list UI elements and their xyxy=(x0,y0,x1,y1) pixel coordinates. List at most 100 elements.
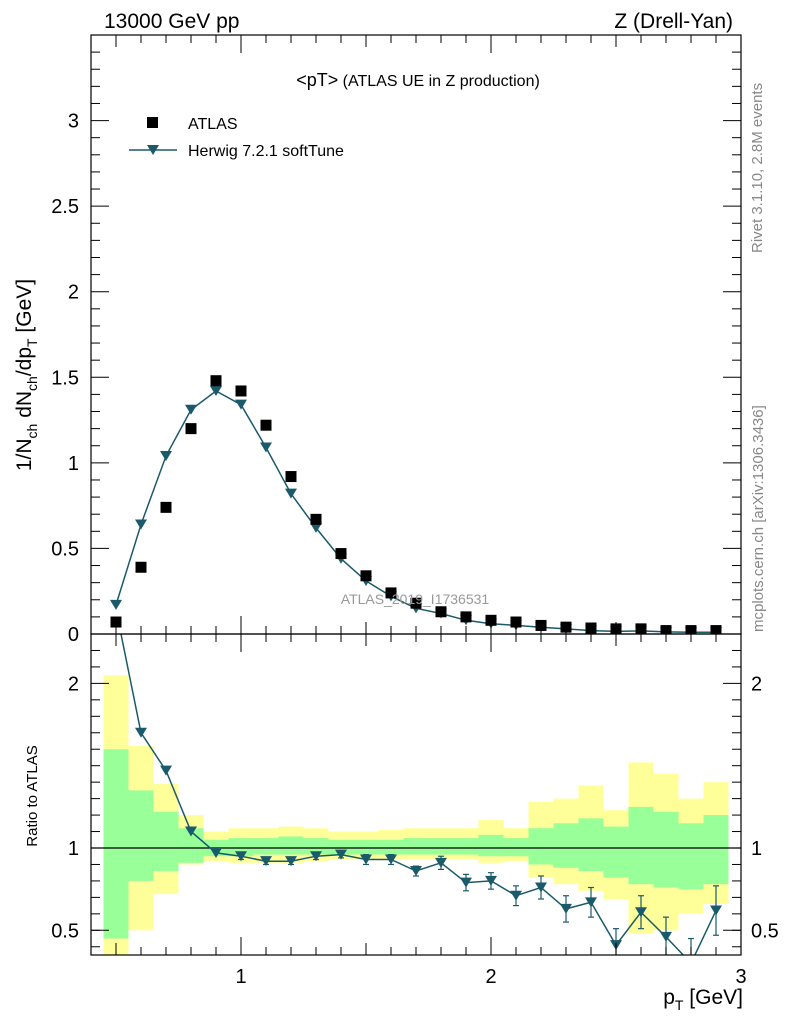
ylabel-part-6: [GeV] xyxy=(13,279,36,339)
uncertainty-band-inner xyxy=(428,838,454,855)
title-sub: (ATLAS UE in Z production) xyxy=(338,73,540,90)
ratio-y-tick-label: 1 xyxy=(68,838,79,860)
mc-point xyxy=(160,451,172,462)
atlas-data-point xyxy=(410,597,422,609)
legend-marker-mc xyxy=(147,145,159,155)
atlas-data-point xyxy=(285,471,297,483)
ratio-mc-point xyxy=(510,890,522,901)
ratio-mc-point xyxy=(710,905,722,916)
y-tick-label: 3 xyxy=(68,111,79,133)
uncertainty-band-inner xyxy=(228,838,254,857)
atlas-data-point xyxy=(460,611,472,623)
atlas-data-point xyxy=(210,375,222,387)
rivet-label: Rivet 3.1.10, 2.8M events xyxy=(749,83,766,253)
uncertainty-band-inner xyxy=(703,815,729,885)
ratio-mc-point xyxy=(685,958,697,968)
uncertainty-band-inner xyxy=(128,790,154,881)
x-axis-label: pT [GeV] xyxy=(663,986,743,1013)
mc-point xyxy=(210,385,222,396)
y-tick-label: 0 xyxy=(68,624,79,646)
xlabel-part-1: T xyxy=(675,997,684,1013)
mc-point xyxy=(260,442,272,453)
legend-marker-atlas xyxy=(147,117,158,128)
y-tick-label: 0.5 xyxy=(51,538,79,560)
ratio-mc-point xyxy=(385,854,397,865)
atlas-data-point xyxy=(360,570,372,582)
ratio-y-tick-label: 2 xyxy=(68,673,79,695)
uncertainty-band-inner xyxy=(403,838,429,855)
ratio-mc-point xyxy=(185,826,197,837)
ratio-mc-point xyxy=(560,903,572,914)
uncertainty-band-inner xyxy=(328,839,354,855)
ratio-mc-point xyxy=(435,857,447,868)
legend-label-atlas: ATLAS xyxy=(188,116,238,133)
x-tick-label: 3 xyxy=(735,966,746,988)
uncertainty-band-inner xyxy=(478,834,504,857)
ratio-mc-point xyxy=(360,854,372,865)
legend: ATLAS Herwig 7.2.1 softTune xyxy=(129,116,344,160)
xlabel-part-0: p xyxy=(663,986,675,1009)
analysis-watermark: ATLAS_2019_I1736531 xyxy=(341,591,490,607)
main-axes: 0 0.5 1 1.5 2 2.5 3 xyxy=(51,34,742,646)
mc-point xyxy=(110,599,122,610)
uncertainty-band-inner xyxy=(278,836,304,855)
uncertainty-band-inner xyxy=(103,749,129,939)
ylabel-part-5: T xyxy=(24,338,40,347)
mc-point xyxy=(185,404,197,415)
ylabel-part-0: 1/N xyxy=(13,438,36,471)
atlas-data-point xyxy=(535,619,547,631)
atlas-data-point xyxy=(335,548,347,560)
ratio-mc-point xyxy=(660,931,672,942)
header-left: 13000 GeV pp xyxy=(104,10,239,33)
ratio-axes: 1 2 3 0.5 0.5 1 1 2 2 xyxy=(51,633,779,988)
x-tick-label: 1 xyxy=(235,966,246,988)
uncertainty-band-inner xyxy=(653,811,679,888)
ylabel-part-4: /dp xyxy=(13,347,36,376)
uncertainty-band-inner xyxy=(253,838,279,855)
uncertainty-band-inner xyxy=(303,838,329,855)
ratio-mc-point xyxy=(535,882,547,893)
atlas-data-point xyxy=(185,423,197,435)
ylabel-part-3: ch xyxy=(24,376,40,391)
ratio-mc-point xyxy=(235,851,247,862)
ylabel-part-2: dN xyxy=(13,391,36,424)
mc-point xyxy=(235,399,247,410)
atlas-data-point xyxy=(510,616,522,628)
ratio-mc-point xyxy=(310,851,322,862)
mc-point xyxy=(310,522,322,533)
uncertainty-band-inner xyxy=(628,806,654,885)
atlas-data-point xyxy=(435,606,447,618)
ratio-y-tick-label-right: 1 xyxy=(751,838,762,860)
ratio-mc-point xyxy=(335,849,347,860)
title-main: <pT> xyxy=(296,70,338,90)
uncertainty-band-inner xyxy=(378,839,404,855)
ratio-y-tick-label-right: 2 xyxy=(751,673,762,695)
atlas-data-point xyxy=(135,561,147,573)
legend-label-mc: Herwig 7.2.1 softTune xyxy=(188,143,344,160)
mc-point xyxy=(285,488,297,499)
y-tick-label: 2.5 xyxy=(51,196,79,218)
ratio-mc-line xyxy=(120,634,717,955)
uncertainty-band-inner xyxy=(578,818,604,872)
uncertainty-band-inner xyxy=(603,826,629,878)
uncertainty-band-inner xyxy=(503,838,529,857)
ratio-mc-point xyxy=(210,847,222,858)
ratio-plot-area xyxy=(91,634,741,968)
atlas-data-point xyxy=(160,501,172,513)
ratio-mc-point xyxy=(135,727,147,738)
ratio-mc-point xyxy=(460,877,472,888)
atlas-data-point xyxy=(310,513,322,525)
y-axis-label: 1/Nch dNch/dpT [GeV] xyxy=(13,279,40,471)
xlabel-part-2: [GeV] xyxy=(683,986,743,1009)
ratio-mc-point xyxy=(260,856,272,867)
atlas-data-point xyxy=(260,419,272,431)
ratio-y-tick-label-right: 0.5 xyxy=(751,920,779,942)
ratio-mc-point xyxy=(285,856,297,867)
ratio-mc-point xyxy=(410,866,422,877)
atlas-data-point xyxy=(385,587,397,599)
header-right: Z (Drell-Yan) xyxy=(614,10,733,33)
uncertainty-band-inner xyxy=(453,838,479,855)
ratio-mc-point xyxy=(485,875,497,886)
mcplots-label: mcplots.cern.ch [arXiv:1306.3436] xyxy=(750,405,767,632)
